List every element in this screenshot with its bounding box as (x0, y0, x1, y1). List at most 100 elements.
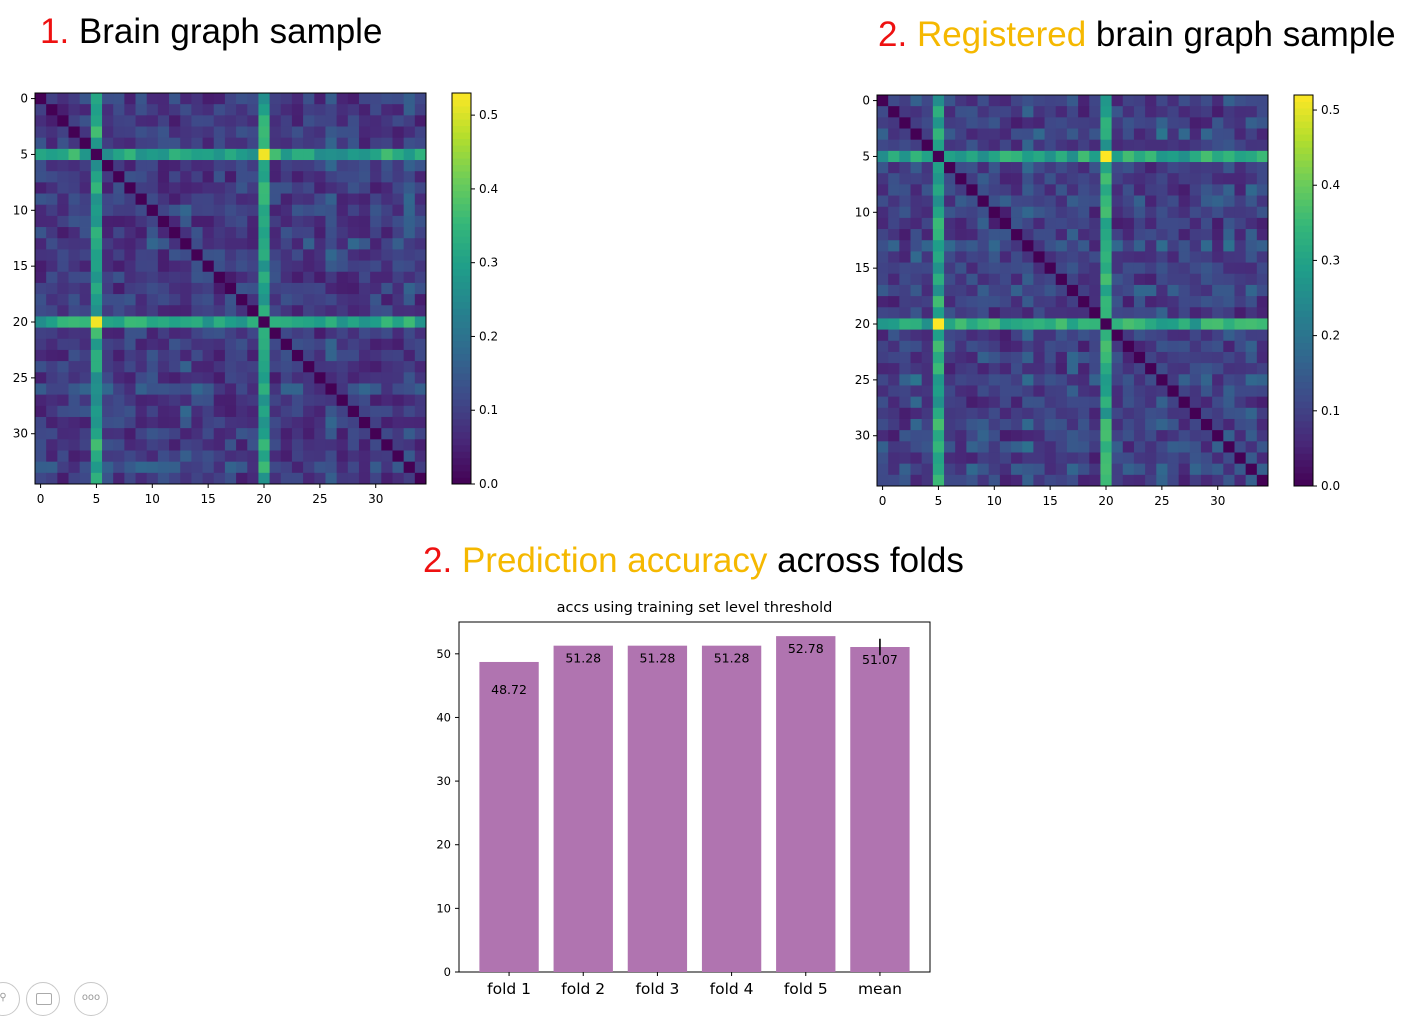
heatmap-cell (403, 249, 416, 261)
heatmap-cell (899, 329, 911, 342)
x-tick-label: 25 (1154, 494, 1169, 508)
heatmap-cell (888, 329, 900, 342)
heatmap-cell (236, 361, 248, 373)
zoom-button[interactable]: ⚲ (0, 982, 20, 1016)
heatmap-cell (1055, 463, 1068, 476)
heatmap-cell (336, 238, 349, 250)
heatmap-cell (966, 463, 978, 476)
heatmap-cell (888, 206, 900, 219)
heatmap-cell (955, 95, 967, 107)
heatmap-cell (303, 416, 315, 429)
colorbar-step (1294, 127, 1313, 135)
heatmap-cell (1055, 340, 1068, 353)
heatmap-cell (57, 204, 69, 217)
heatmap-cell (977, 162, 990, 174)
heatmap-cell (966, 452, 978, 465)
heatmap-cell (403, 294, 416, 306)
y-tick-label: 30 (436, 774, 451, 788)
heatmap-cell (1133, 262, 1146, 275)
heatmap-cell (1100, 296, 1112, 308)
heatmap-cell (113, 215, 125, 228)
heatmap-cell (966, 363, 978, 375)
heatmap-cell (358, 204, 371, 217)
heatmap-cell (258, 126, 270, 139)
heatmap-cell (135, 115, 148, 127)
heatmap-cell (1234, 363, 1247, 375)
heatmap-cell (999, 106, 1012, 118)
heatmap-cell (899, 452, 911, 465)
heatmap-cell (90, 327, 103, 340)
heatmap-cell (977, 318, 990, 330)
heatmap-cell (899, 262, 911, 275)
heatmap-cell (247, 204, 259, 217)
heatmap-cell (169, 383, 181, 396)
heatmap-cell (1022, 452, 1034, 465)
heatmap-cell (392, 215, 405, 228)
heatmap-cell (358, 249, 371, 261)
heatmap-cell (877, 206, 889, 219)
heatmap-cell (392, 171, 405, 183)
heatmap-cell (1145, 430, 1157, 442)
heatmap-cell (1145, 284, 1157, 297)
heatmap-cell (392, 450, 405, 463)
colorbar (452, 93, 471, 485)
heatmap-cell (124, 93, 136, 105)
heatmap-cell (1212, 418, 1224, 431)
heatmap-cell (1167, 463, 1180, 476)
x-tick-label: 15 (201, 492, 216, 506)
heatmap-cell (291, 394, 304, 407)
heatmap-cell (966, 351, 978, 364)
heatmap-cell (1122, 150, 1135, 163)
heatmap-cell (877, 407, 889, 420)
heatmap-cell (180, 171, 192, 183)
heatmap-cell (57, 349, 69, 362)
heatmap-cell (291, 137, 304, 150)
heatmap-cell (1111, 407, 1124, 420)
heatmap-cell (325, 249, 338, 261)
heatmap-cell (90, 126, 103, 139)
heatmap-cell (1223, 139, 1235, 152)
heatmap-cell (1167, 206, 1180, 219)
heatmap-cell (1133, 229, 1146, 241)
heatmap-cell (1234, 463, 1247, 476)
heatmap-cell (1055, 307, 1068, 319)
heatmap-cell (347, 472, 360, 485)
heatmap-cell (90, 405, 103, 418)
heatmap-cell (1022, 128, 1034, 141)
heatmap-cell (1033, 139, 1045, 152)
heatmap-cell (46, 260, 58, 273)
heatmap-cell (180, 372, 192, 384)
heatmap-cell (102, 171, 114, 183)
heatmap-cell (1033, 217, 1045, 230)
heatmap-cell (1234, 340, 1247, 353)
y-tick-label: 20 (855, 317, 870, 331)
heatmap-cell (325, 416, 338, 429)
colorbar-step (1294, 186, 1313, 194)
heatmap-cell (1223, 95, 1235, 107)
heatmap-cell (877, 329, 889, 342)
heatmap-cell (944, 396, 956, 409)
heatmap-cell (191, 182, 203, 194)
heatmap-cell (1100, 430, 1112, 442)
heatmap-cell (247, 372, 259, 384)
heatmap-cell (113, 227, 125, 239)
heatmap-cell (1200, 229, 1213, 241)
heatmap-cell (888, 430, 900, 442)
heatmap-cell (146, 193, 159, 206)
heatmap-cell (135, 271, 148, 284)
heatmap-cell (314, 93, 326, 105)
subtitles-button[interactable] (26, 982, 60, 1016)
heatmap-cell (1078, 307, 1090, 319)
heatmap-cell (1189, 307, 1202, 319)
more-options-button[interactable]: ooo (74, 982, 108, 1016)
heatmap-cell (1200, 307, 1213, 319)
heatmap-cell (1234, 173, 1247, 185)
colorbar-step (452, 281, 471, 289)
heatmap-cell (1111, 217, 1124, 230)
heatmap-cell (57, 461, 69, 474)
heatmap-cell (35, 450, 47, 463)
heatmap-cell (899, 407, 911, 420)
heatmap-cell (1100, 106, 1112, 118)
heatmap-cell (46, 182, 58, 194)
heatmap-cell (1089, 396, 1101, 409)
